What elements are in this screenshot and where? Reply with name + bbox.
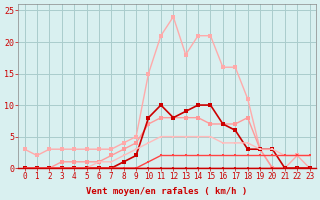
X-axis label: Vent moyen/en rafales ( km/h ): Vent moyen/en rafales ( km/h )	[86, 187, 248, 196]
